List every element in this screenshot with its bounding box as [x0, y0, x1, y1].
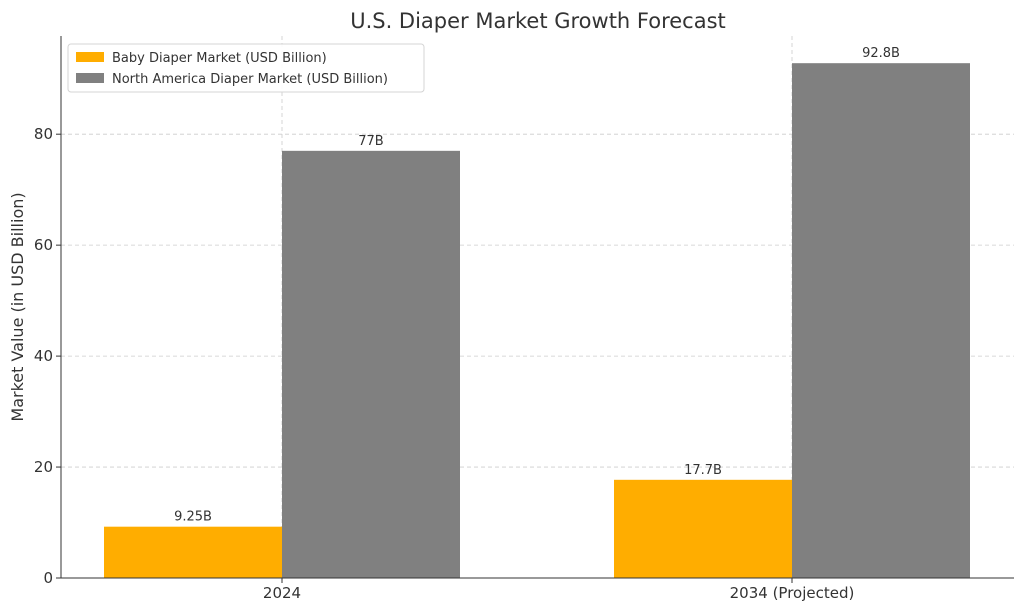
x-tick-label: 2034 (Projected) — [730, 584, 855, 602]
y-tick-label: 0 — [43, 569, 53, 587]
legend-swatch — [76, 73, 104, 83]
x-tick-label: 2024 — [263, 584, 301, 602]
legend-label: North America Diaper Market (USD Billion… — [112, 72, 388, 87]
bar-value-label: 9.25B — [174, 510, 212, 525]
y-tick-label: 20 — [34, 458, 53, 476]
bar — [792, 63, 970, 578]
legend: Baby Diaper Market (USD Billion) North Am… — [67, 43, 425, 93]
bar-value-label: 92.8B — [862, 46, 900, 61]
bar — [282, 150, 460, 578]
bar-value-label: 77B — [358, 134, 383, 149]
y-tick-label: 40 — [34, 347, 53, 365]
bar-value-label: 17.7B — [684, 463, 722, 478]
chart-title: U.S. Diaper Market Growth Forecast — [350, 9, 726, 33]
y-tick-label: 60 — [34, 236, 53, 254]
legend-box — [67, 43, 425, 93]
bar — [614, 479, 792, 578]
y-tick-label: 80 — [34, 125, 53, 143]
legend-label: Baby Diaper Market (USD Billion) — [112, 51, 327, 66]
y-axis-label: Market Value (in USD Billion) — [8, 192, 27, 421]
bars — [104, 63, 970, 578]
axes: 0 20 40 60 80 2024 2034 (Projected) — [34, 36, 1014, 602]
bar — [104, 526, 282, 578]
data-labels: 9.25B 17.7B 77B 92.8B — [174, 46, 900, 525]
legend-swatch — [76, 52, 104, 62]
